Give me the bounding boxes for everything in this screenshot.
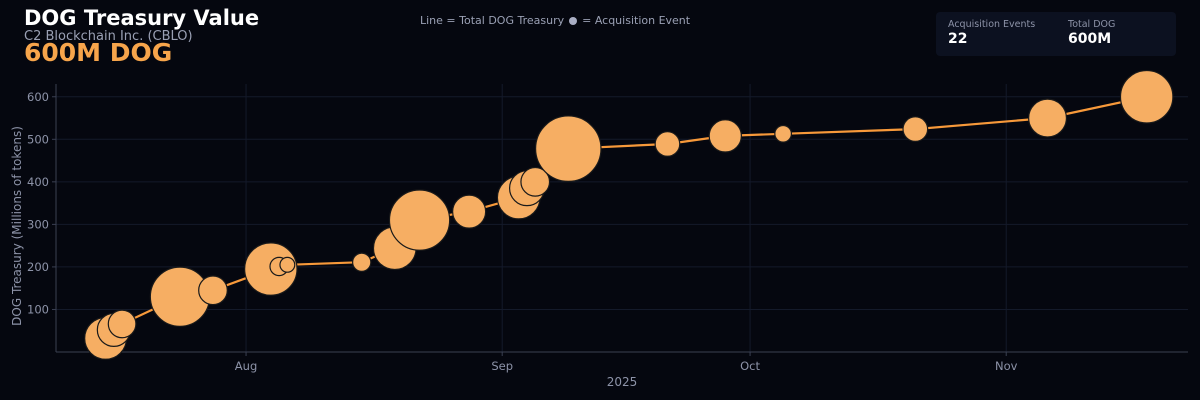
axis-labels: 100 200 300 400 500 600 Aug Sep Oct Nov 2025 DOG Tr… — [10, 90, 1018, 389]
y-tick-label: 600 — [27, 90, 49, 104]
acquisition-bubbles — [84, 69, 1174, 360]
y-tick-label: 400 — [27, 175, 49, 189]
acquisition-bubble — [708, 119, 742, 153]
x-tick-label: Aug — [235, 359, 257, 373]
chart-title: DOG Treasury Value — [24, 6, 260, 30]
x-axis-label: 2025 — [607, 375, 638, 389]
total-dog-headline: 600M DOG — [24, 38, 173, 67]
stats-card: Acquisition Events 22 Total DOG 600M — [936, 12, 1176, 56]
stat-total-value: 600M — [1068, 31, 1112, 47]
acquisition-bubble — [107, 309, 137, 339]
stat-total-label: Total DOG — [1068, 19, 1116, 30]
legend-dot-text: = Acquisition Event — [582, 14, 691, 27]
acquisition-bubble — [198, 275, 228, 306]
stat-events-value: 22 — [948, 31, 968, 47]
grid-lines — [56, 84, 1188, 352]
legend-dot-icon — [569, 16, 578, 25]
acquisition-bubble — [902, 116, 929, 142]
acquisition-bubble — [534, 115, 602, 182]
treasury-line-layer — [104, 95, 1147, 340]
y-axis-label: DOG Treasury (Millions of tokens) — [10, 126, 24, 326]
company-subtitle: C2 Blockchain Inc. (CBLO) — [24, 29, 193, 44]
acquisition-bubble — [452, 194, 487, 229]
stat-acquisition-events: Acquisition Events 22 — [948, 19, 1035, 47]
legend-note: Line = Total DOG Treasury = Acquisition … — [420, 14, 690, 27]
y-tick-label: 300 — [27, 217, 49, 231]
x-tick-label: Oct — [740, 359, 760, 373]
stat-events-label: Acquisition Events — [948, 19, 1036, 30]
acquisition-bubble — [352, 252, 372, 272]
acquisition-bubble — [654, 131, 681, 157]
chart-axes — [52, 84, 1188, 356]
y-tick-label: 100 — [27, 302, 49, 316]
legend-line-text: Line = Total DOG Treasury — [420, 14, 565, 27]
y-tick-label: 500 — [27, 132, 49, 146]
acquisition-bubble — [774, 124, 793, 143]
acquisition-bubble — [1119, 69, 1174, 124]
acquisition-bubble — [279, 256, 296, 273]
x-tick-label: Sep — [491, 359, 513, 373]
treasury-line — [104, 95, 1147, 340]
stat-total-dog: Total DOG 600M — [1068, 19, 1115, 47]
acquisition-bubble — [388, 189, 451, 251]
y-tick-label: 200 — [27, 260, 49, 274]
x-tick-label: Nov — [995, 359, 1018, 373]
acquisition-bubble — [1028, 98, 1068, 138]
acquisition-bubble — [520, 166, 551, 197]
